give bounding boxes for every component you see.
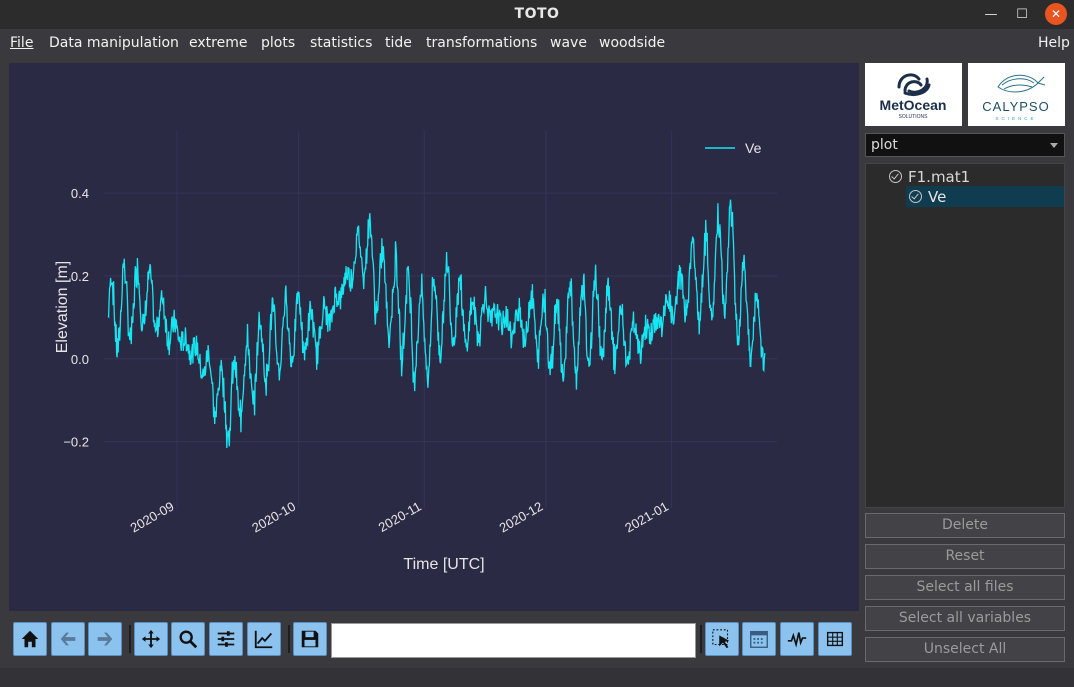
plot-type-value: plot: [871, 137, 898, 153]
plot-toolbar: [9, 617, 859, 664]
back-arrow-icon: [60, 632, 76, 646]
menu-plots[interactable]: plots: [261, 35, 296, 51]
menu-help[interactable]: Help: [1038, 35, 1070, 51]
configure-subplots-icon: [217, 631, 235, 647]
menu-extreme[interactable]: extreme: [189, 35, 248, 51]
menu-statistics[interactable]: statistics: [310, 35, 373, 51]
menu-woodside[interactable]: woodside: [599, 35, 666, 51]
select-all-files-button[interactable]: Select all files: [865, 575, 1065, 600]
save-button[interactable]: [293, 622, 327, 656]
toolbar-separator: [129, 625, 131, 653]
y-tick-label: −0.2: [63, 435, 89, 450]
metocean-logo-text: MetOcean: [880, 97, 947, 113]
x-tick-label: 2020-12: [497, 499, 546, 536]
configure-subplots-button[interactable]: [209, 622, 243, 656]
home-button[interactable]: [13, 622, 47, 656]
calendar-icon: [750, 630, 768, 648]
metocean-logo-subtext: SOLUTIONS: [899, 114, 929, 120]
edit-axes-button[interactable]: [247, 622, 281, 656]
calypso-logo-subtext: SCIENCE: [995, 116, 1036, 121]
file-tree: F1.mat1 Ve: [865, 163, 1065, 508]
toolbar-separator: [700, 625, 702, 653]
toolbar-separator: [288, 625, 290, 653]
legend: Ve: [705, 140, 762, 156]
metocean-logo: MetOcean SOLUTIONS: [865, 63, 962, 126]
window-title: TOTO: [514, 6, 560, 22]
signal-icon: [787, 632, 807, 648]
unselect-all-button[interactable]: Unselect All: [865, 637, 1065, 662]
tree-item-variable[interactable]: Ve: [906, 186, 1064, 207]
check-circle-icon: [909, 190, 922, 203]
y-tick-label: 0.4: [71, 186, 89, 201]
check-circle-icon: [889, 170, 902, 183]
reset-button[interactable]: Reset: [865, 544, 1065, 569]
plot-type-dropdown[interactable]: plot: [865, 133, 1065, 157]
table-button[interactable]: [818, 622, 852, 656]
tree-item-file[interactable]: F1.mat1: [889, 166, 970, 187]
menu-transformations[interactable]: transformations: [426, 35, 538, 51]
table-icon: [826, 631, 844, 647]
select-all-variables-button[interactable]: Select all variables: [865, 606, 1065, 631]
menu-data-manipulation[interactable]: Data manipulation: [49, 35, 179, 51]
save-icon: [301, 630, 319, 648]
calypso-logo-graphic: CALYPSO SCIENCE: [982, 74, 1049, 121]
legend-label: Ve: [745, 140, 762, 156]
select-cursor-icon: [712, 629, 730, 649]
x-tick-label: 2020-11: [376, 499, 424, 535]
edit-axes-icon: [254, 630, 273, 649]
menu-wave[interactable]: wave: [550, 35, 587, 51]
x-tick-labels: 2020-09 2020-10 2020-11 2020-12 2021-01: [128, 499, 671, 536]
tree-item-label: Ve: [928, 187, 947, 206]
x-tick-label: 2021-01: [622, 499, 671, 536]
series-group: [107, 199, 766, 449]
coordinates-display: [331, 623, 696, 658]
menu-file[interactable]: File: [10, 35, 34, 51]
calypso-logo-text: CALYPSO: [982, 99, 1049, 114]
pan-button[interactable]: [134, 622, 168, 656]
series-line-ve: [107, 199, 766, 449]
x-axis-label: Time [UTC]: [403, 556, 484, 573]
y-axis-label: Elevation [m]: [54, 261, 71, 353]
y-tick-label: 0.0: [71, 352, 89, 367]
tree-item-label: F1.mat1: [908, 167, 971, 186]
x-tick-label: 2020-10: [249, 499, 298, 536]
home-icon: [21, 630, 39, 648]
minimize-button[interactable]: —: [984, 6, 998, 22]
pan-icon: [141, 629, 161, 649]
select-cursor-button[interactable]: [705, 622, 739, 656]
metocean-logo-graphic: MetOcean SOLUTIONS: [880, 73, 947, 120]
calypso-logo: CALYPSO SCIENCE: [968, 63, 1065, 126]
delete-button[interactable]: Delete: [865, 513, 1065, 538]
grid-lines: [104, 131, 777, 508]
calendar-button[interactable]: [742, 622, 776, 656]
chevron-down-icon: [1050, 143, 1058, 148]
signal-button[interactable]: [780, 622, 814, 656]
forward-button[interactable]: [88, 622, 122, 656]
y-tick-label: 0.2: [71, 269, 89, 284]
zoom-button[interactable]: [171, 622, 205, 656]
time-series-chart: −0.20.00.20.4 2020-09 2020-10 2020-11 2020-…: [54, 131, 777, 573]
back-button[interactable]: [51, 622, 85, 656]
forward-arrow-icon: [97, 632, 113, 646]
close-button[interactable]: ✕: [1045, 3, 1067, 25]
x-tick-label: 2020-09: [128, 499, 177, 536]
y-tick-labels: −0.2 0.0 0.2 0.4: [63, 186, 89, 449]
maximize-button[interactable]: ☐: [1016, 6, 1028, 22]
menu-tide[interactable]: tide: [385, 35, 412, 51]
title-bar: TOTO — ☐ ✕: [0, 0, 1074, 29]
plot-canvas[interactable]: −0.2 0.0 0.2 0.4 2020-09 2020-10 2020-11 2020-…: [9, 63, 859, 611]
zoom-icon: [179, 630, 198, 649]
menu-bar: File Data manipulation extreme plots sta…: [0, 29, 1074, 59]
status-strip: [0, 668, 1074, 687]
